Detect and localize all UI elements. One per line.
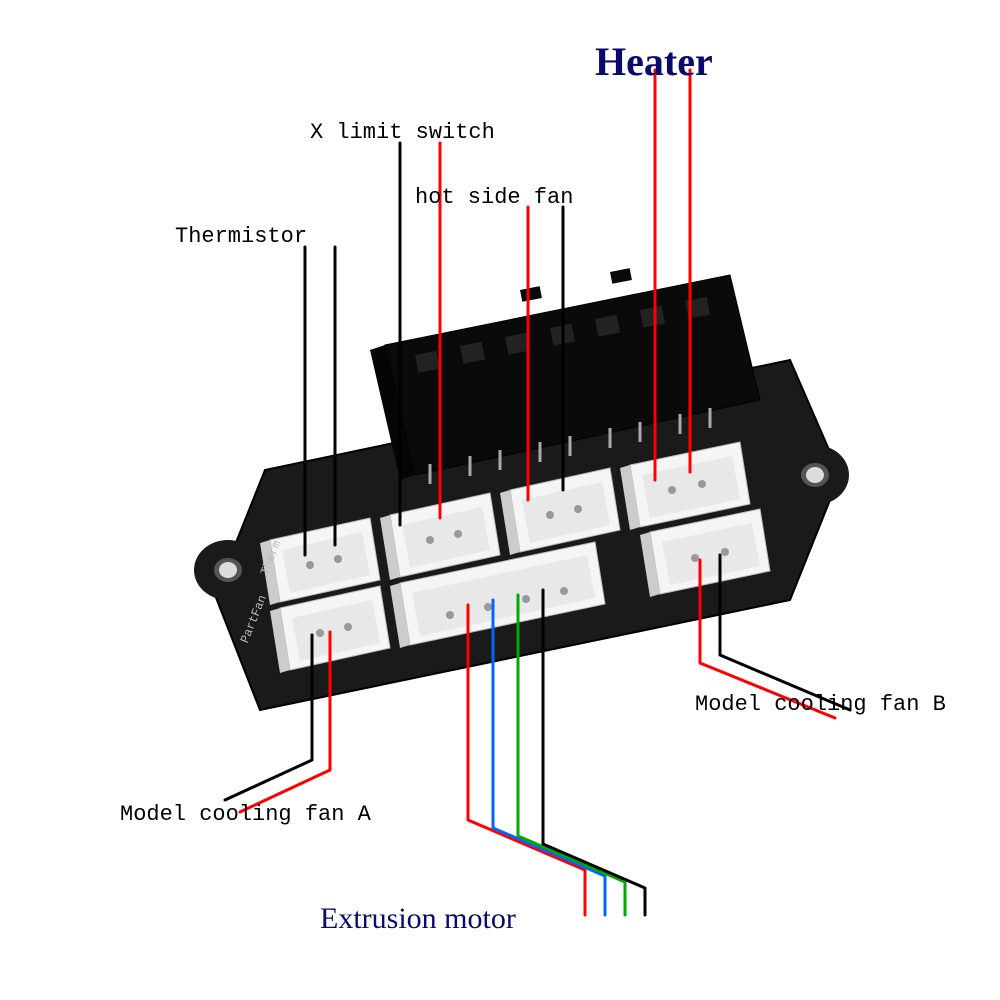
label-extrusion: Extrusion motor (320, 902, 516, 936)
breakout-board (194, 268, 849, 710)
label-fanB: Model cooling fan B (695, 692, 946, 717)
label-fanA: Model cooling fan A (120, 802, 371, 827)
diagram-svg (0, 0, 1000, 1000)
label-heater: Heater (595, 38, 713, 85)
label-thermistor: Thermistor (175, 224, 307, 249)
label-xlimit: X limit switch (310, 120, 495, 145)
label-hotfan: hot side fan (415, 185, 573, 210)
